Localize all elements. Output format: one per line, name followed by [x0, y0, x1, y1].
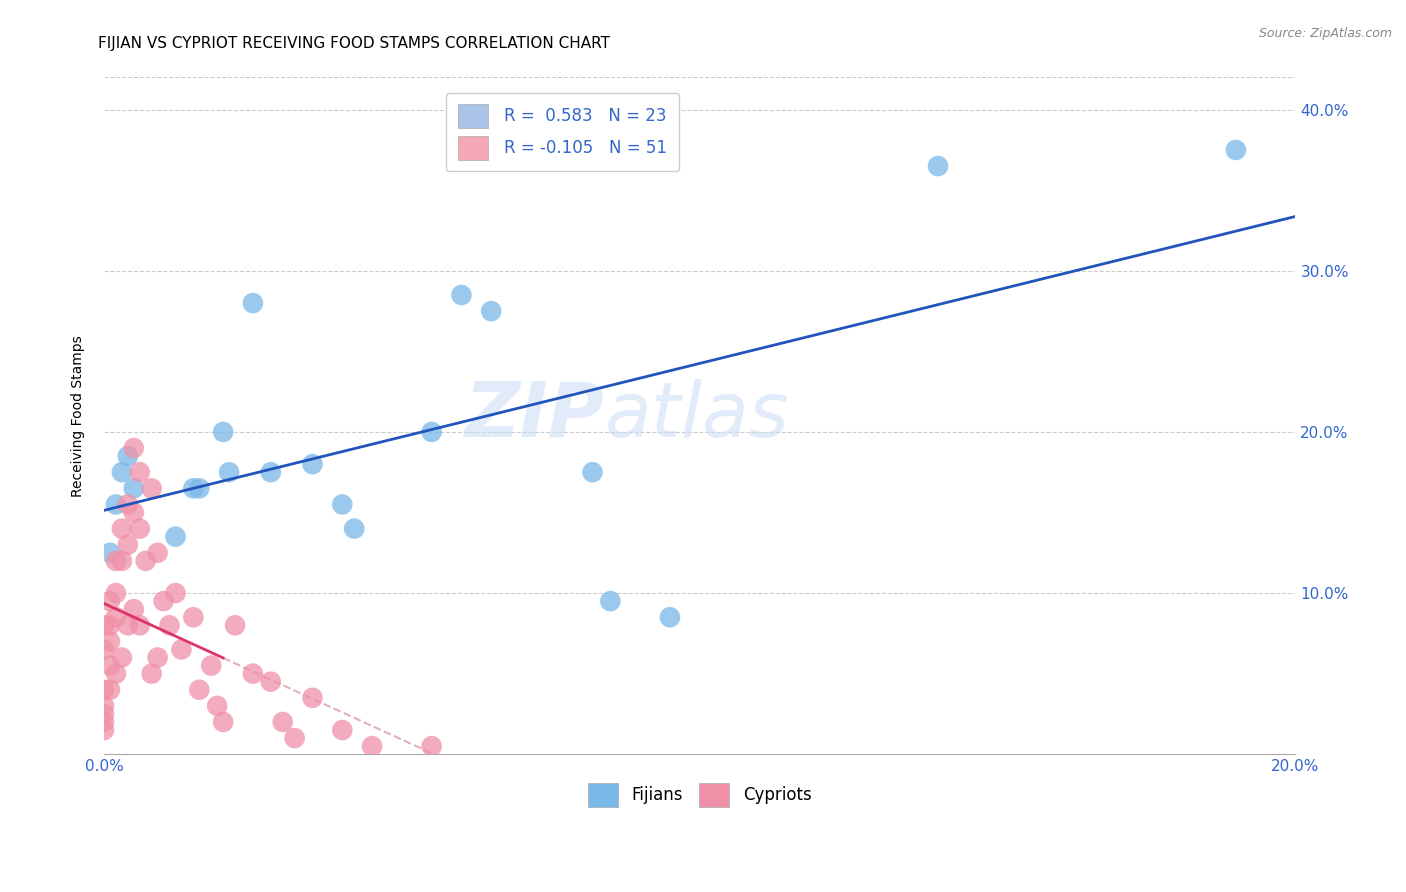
Point — [205, 698, 228, 713]
Point — [98, 618, 121, 632]
Point — [141, 666, 163, 681]
Text: atlas: atlas — [605, 379, 789, 453]
Point — [420, 425, 443, 439]
Point — [165, 530, 187, 544]
Point — [98, 658, 121, 673]
Point — [98, 546, 121, 560]
Point — [165, 586, 187, 600]
Point — [117, 538, 139, 552]
Point — [200, 658, 222, 673]
Point — [242, 666, 264, 681]
Point — [1225, 143, 1247, 157]
Point — [104, 554, 127, 568]
Point — [104, 586, 127, 600]
Point — [212, 425, 235, 439]
Point — [284, 731, 307, 745]
Point — [260, 465, 283, 479]
Point — [93, 706, 115, 721]
Point — [212, 714, 235, 729]
Point — [128, 618, 150, 632]
Point — [98, 634, 121, 648]
Point — [271, 714, 294, 729]
Point — [146, 650, 169, 665]
Point — [104, 666, 127, 681]
Point — [343, 522, 366, 536]
Point — [450, 288, 472, 302]
Point — [98, 682, 121, 697]
Point — [330, 723, 353, 737]
Point — [93, 618, 115, 632]
Point — [122, 602, 145, 616]
Y-axis label: Receiving Food Stamps: Receiving Food Stamps — [72, 335, 86, 497]
Point — [93, 682, 115, 697]
Point — [927, 159, 949, 173]
Point — [218, 465, 240, 479]
Point — [183, 481, 205, 495]
Point — [122, 506, 145, 520]
Point — [188, 481, 211, 495]
Point — [260, 674, 283, 689]
Point — [117, 498, 139, 512]
Point — [159, 618, 181, 632]
Point — [479, 304, 502, 318]
Point — [111, 522, 134, 536]
Point — [581, 465, 603, 479]
Point — [128, 465, 150, 479]
Point — [122, 481, 145, 495]
Point — [301, 690, 323, 705]
Point — [104, 610, 127, 624]
Point — [128, 522, 150, 536]
Point — [188, 682, 211, 697]
Text: ZIP: ZIP — [464, 379, 605, 453]
Point — [146, 546, 169, 560]
Point — [122, 441, 145, 455]
Point — [93, 642, 115, 657]
Point — [152, 594, 174, 608]
Point — [93, 723, 115, 737]
Point — [170, 642, 193, 657]
Point — [111, 465, 134, 479]
Point — [183, 610, 205, 624]
Point — [658, 610, 681, 624]
Point — [330, 498, 353, 512]
Point — [141, 481, 163, 495]
Point — [104, 498, 127, 512]
Point — [420, 739, 443, 753]
Point — [117, 618, 139, 632]
Point — [111, 554, 134, 568]
Point — [93, 714, 115, 729]
Point — [224, 618, 246, 632]
Point — [135, 554, 157, 568]
Text: FIJIAN VS CYPRIOT RECEIVING FOOD STAMPS CORRELATION CHART: FIJIAN VS CYPRIOT RECEIVING FOOD STAMPS … — [98, 36, 610, 51]
Point — [117, 449, 139, 463]
Point — [98, 594, 121, 608]
Point — [361, 739, 384, 753]
Point — [599, 594, 621, 608]
Point — [301, 457, 323, 471]
Text: Source: ZipAtlas.com: Source: ZipAtlas.com — [1258, 27, 1392, 40]
Point — [93, 698, 115, 713]
Point — [111, 650, 134, 665]
Point — [242, 296, 264, 310]
Legend: Fijians, Cypriots: Fijians, Cypriots — [581, 777, 818, 814]
